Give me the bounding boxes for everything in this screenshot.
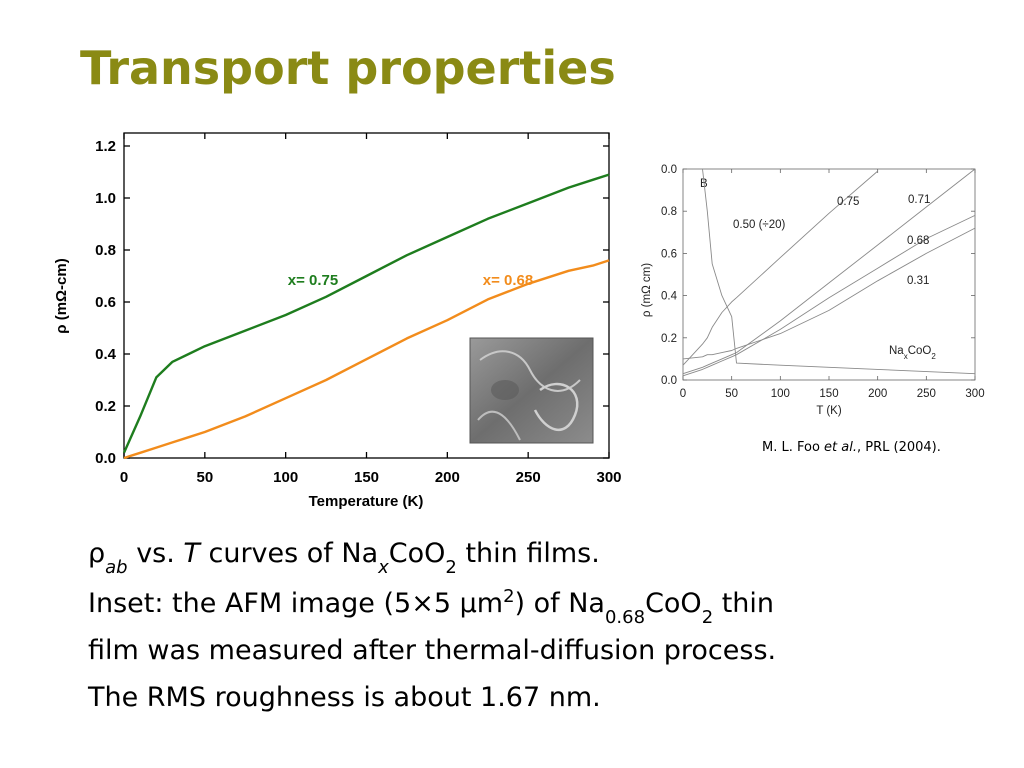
y-tick-label: 0.4 bbox=[95, 346, 117, 363]
x-tick-label: 0 bbox=[680, 388, 686, 400]
y-tick-label: 0.4 bbox=[661, 291, 678, 303]
text-part: M. L. Foo bbox=[762, 440, 824, 455]
citation: M. L. Foo et al., PRL (2004). bbox=[762, 440, 941, 455]
y-tick-label: 0.0 bbox=[95, 450, 116, 467]
series-line bbox=[122, 173, 610, 454]
x-tick-label: 50 bbox=[725, 388, 738, 400]
text-part: CoO bbox=[389, 538, 446, 569]
text-part: curves of Na bbox=[200, 538, 378, 569]
series-line bbox=[123, 259, 610, 460]
x-tick-label: 250 bbox=[516, 469, 541, 486]
text-part: ) of Na bbox=[515, 588, 605, 619]
series-label: 0.68 bbox=[907, 235, 929, 247]
text-part: Na bbox=[889, 345, 904, 357]
text-part: 2 bbox=[702, 607, 713, 628]
text-part: T bbox=[183, 538, 202, 569]
y-tick-label: 0.6 bbox=[95, 294, 116, 311]
x-tick-label: 300 bbox=[965, 388, 984, 400]
series-line bbox=[682, 168, 976, 375]
y-tick-label: 0.0 bbox=[661, 375, 677, 387]
text-part: CoO bbox=[645, 588, 702, 619]
series-label: x= 0.75 bbox=[288, 272, 338, 289]
series-label: 0.71 bbox=[908, 194, 930, 206]
x-tick-label: 100 bbox=[771, 388, 790, 400]
text-part: Inset: the AFM image (5 bbox=[88, 588, 411, 619]
x-tick-label: 250 bbox=[917, 388, 936, 400]
text-part: CoO bbox=[908, 345, 932, 357]
x-axis-label: T (K) bbox=[816, 405, 842, 417]
text-part: x bbox=[904, 352, 908, 361]
body-line: film was measured after thermal-diffusio… bbox=[88, 635, 776, 666]
series-line bbox=[702, 168, 976, 375]
text-part: x bbox=[377, 557, 389, 578]
text-part: ρ bbox=[88, 538, 105, 569]
text-part: thin bbox=[713, 588, 774, 619]
x-tick-label: 100 bbox=[273, 469, 298, 486]
text-part: , PRL (2004). bbox=[857, 440, 941, 455]
x-tick-label: 300 bbox=[596, 469, 621, 486]
y-tick-label: 0.2 bbox=[661, 333, 677, 345]
y-axis-label: ρ (mΩ-cm) bbox=[53, 258, 70, 333]
series-line bbox=[682, 227, 976, 360]
slide-title: Transport properties bbox=[80, 41, 616, 95]
compound-label: NaxCoO2 bbox=[889, 345, 936, 361]
y-axis-label: ρ (mΩ cm) bbox=[641, 263, 653, 317]
y-tick-label: 1.0 bbox=[95, 190, 116, 207]
afm-inset bbox=[469, 337, 594, 444]
text-part: 2 bbox=[445, 557, 456, 578]
x-axis-label: Temperature (K) bbox=[309, 493, 424, 510]
text-part: ab bbox=[105, 557, 127, 578]
text-part: thin films. bbox=[457, 538, 600, 569]
y-tick-label: 1.2 bbox=[95, 138, 116, 155]
text-part: 5 μm bbox=[434, 588, 503, 619]
x-tick-label: 50 bbox=[196, 469, 213, 486]
series-label: x= 0.68 bbox=[483, 272, 533, 289]
y-tick-label: 0.0 bbox=[661, 164, 677, 176]
text-part: 2 bbox=[503, 586, 514, 607]
series-label: 0.31 bbox=[907, 275, 929, 287]
text-part: vs. bbox=[128, 538, 184, 569]
x-tick-label: 200 bbox=[868, 388, 887, 400]
body-line: ρab vs. T curves of NaxCoO2 thin films. bbox=[88, 538, 600, 578]
y-tick-label: 0.8 bbox=[95, 242, 116, 259]
text-part: et al. bbox=[824, 440, 857, 455]
x-tick-label: 150 bbox=[354, 469, 379, 486]
series-label: 0.50 (÷20) bbox=[733, 219, 786, 231]
body-line: The RMS roughness is about 1.67 nm. bbox=[87, 682, 601, 713]
text-part: 0.68 bbox=[605, 607, 645, 628]
text-part: 2 bbox=[931, 352, 936, 361]
text-part: × bbox=[411, 588, 434, 619]
y-tick-label: 0.2 bbox=[95, 398, 116, 415]
y-tick-label: 0.8 bbox=[661, 206, 677, 218]
body-line: Inset: the AFM image (5×5 μm2) of Na0.68… bbox=[88, 586, 774, 628]
series-label: 0.75 bbox=[837, 196, 859, 208]
y-tick-label: 0.6 bbox=[661, 248, 677, 260]
series-line bbox=[682, 214, 976, 377]
x-tick-label: 150 bbox=[819, 388, 838, 400]
x-tick-label: 200 bbox=[435, 469, 460, 486]
x-tick-label: 0 bbox=[120, 469, 128, 486]
